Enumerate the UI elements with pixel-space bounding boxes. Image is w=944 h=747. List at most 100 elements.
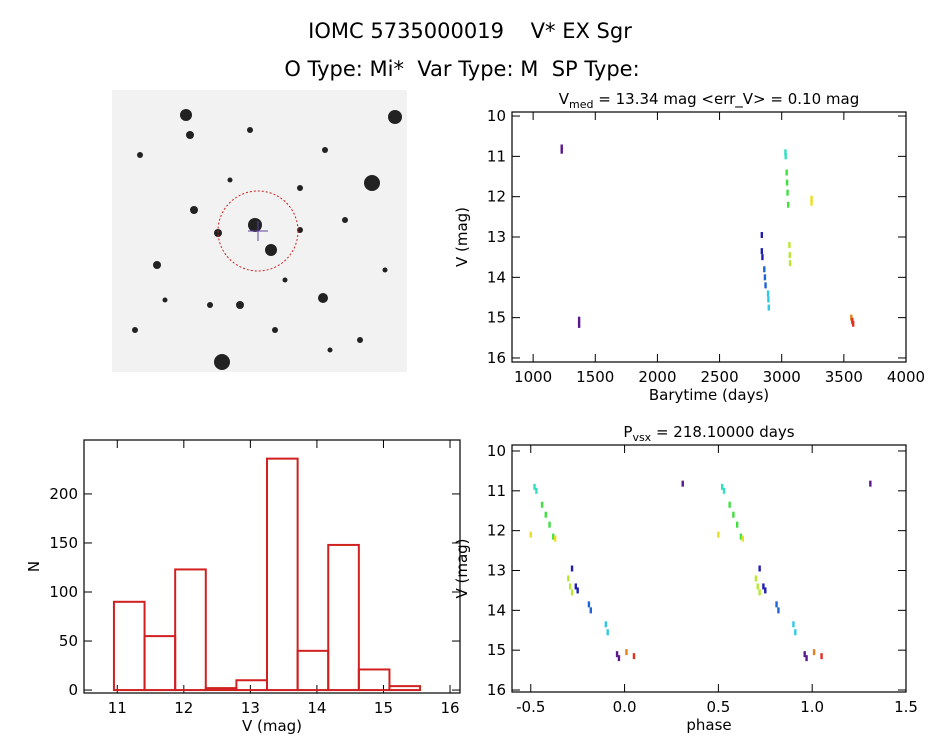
y-tick-label: 15 [487,309,506,327]
point [810,195,813,202]
point [756,583,759,590]
title-part: med [569,98,593,111]
point [739,533,743,540]
point [535,487,538,494]
point [869,480,872,487]
hist-bar [143,635,177,692]
point [761,254,764,261]
point [560,144,563,151]
hist-bar [235,679,269,692]
y-tick-label: 150 [49,534,78,552]
point [792,621,795,628]
point [560,147,563,154]
point [529,531,532,538]
point [785,169,788,176]
point [553,535,557,542]
point [540,501,544,508]
y-tick-label: 10 [487,107,506,125]
title-part: = 13.34 mag <err_V> = 0.10 mag [594,90,860,109]
hist-bar [112,600,146,692]
plot-frame [511,111,907,363]
hist-bar [388,685,422,692]
point [786,189,789,196]
point [574,583,577,590]
plot-frame [511,444,907,693]
x-tick-label: 2000 [638,368,676,386]
point [763,274,767,281]
y-tick-label: 11 [487,482,506,500]
point [606,629,609,636]
y-tick-label: 13 [487,228,506,246]
x-tick-label: 13 [241,699,260,717]
point [810,199,813,206]
point [533,483,536,490]
x-axis-label: V (mag) [242,717,302,735]
hist-bar [204,687,238,692]
plot-frame [83,439,461,694]
point [576,587,579,594]
point [717,531,720,538]
point [764,587,767,594]
x-tick-label: 15 [374,699,393,717]
title-part: P [623,423,632,441]
point [812,649,816,656]
point [570,565,574,572]
y-tick-label: 16 [487,349,506,367]
x-tick-label: 1000 [514,368,552,386]
x-axis-label: Barytime (days) [649,386,769,404]
sky-image [112,90,407,372]
point [820,653,823,660]
y-tick-label: 14 [487,268,506,286]
x-tick-label: 1.0 [800,698,824,716]
point [758,565,761,572]
y-tick-label: 12 [487,188,506,206]
point [767,296,770,303]
point [544,511,547,518]
point [548,521,551,528]
x-tick-label: 3500 [825,368,863,386]
point [617,655,621,662]
x-tick-label: 1.5 [894,698,918,716]
point [803,651,806,658]
point [785,179,789,186]
y-tick-label: 50 [59,632,78,650]
chart-title: Vmed = 13.34 mag <err_V> = 0.10 mag [559,90,859,111]
point [552,533,555,540]
point [766,290,770,297]
point [775,601,778,608]
point [587,601,591,608]
x-tick-label: 3000 [763,368,801,386]
point [570,589,574,596]
x-tick-label: 14 [307,699,326,717]
x-axis-label: phase [686,716,731,734]
point [615,651,619,658]
point [762,583,765,590]
x-tick-label: 0.5 [706,698,730,716]
y-axis-label: V (mag) [453,207,471,267]
point [794,629,797,636]
y-axis-label: N [25,561,43,572]
title-part: V [559,90,570,108]
point [760,231,764,238]
x-tick-label: 4000 [887,368,925,386]
point [786,201,790,208]
x-tick-label: 1500 [576,368,614,386]
x-tick-label: 11 [108,699,127,717]
hist-bar [174,568,207,692]
point [788,260,792,267]
point [681,480,684,487]
point [732,511,735,518]
point [788,252,791,259]
y-tick-label: 14 [487,601,506,619]
chart-title: Pvsx = 218.10000 days [623,423,794,444]
hist-bar [327,543,360,692]
y-tick-label: 100 [49,583,78,601]
x-tick-label: 2500 [700,368,738,386]
point [777,607,780,614]
point [767,304,770,311]
y-tick-label: 12 [487,522,506,540]
point [577,316,581,323]
y-tick-label: 0 [68,681,78,699]
point [632,653,636,660]
point [720,483,724,490]
